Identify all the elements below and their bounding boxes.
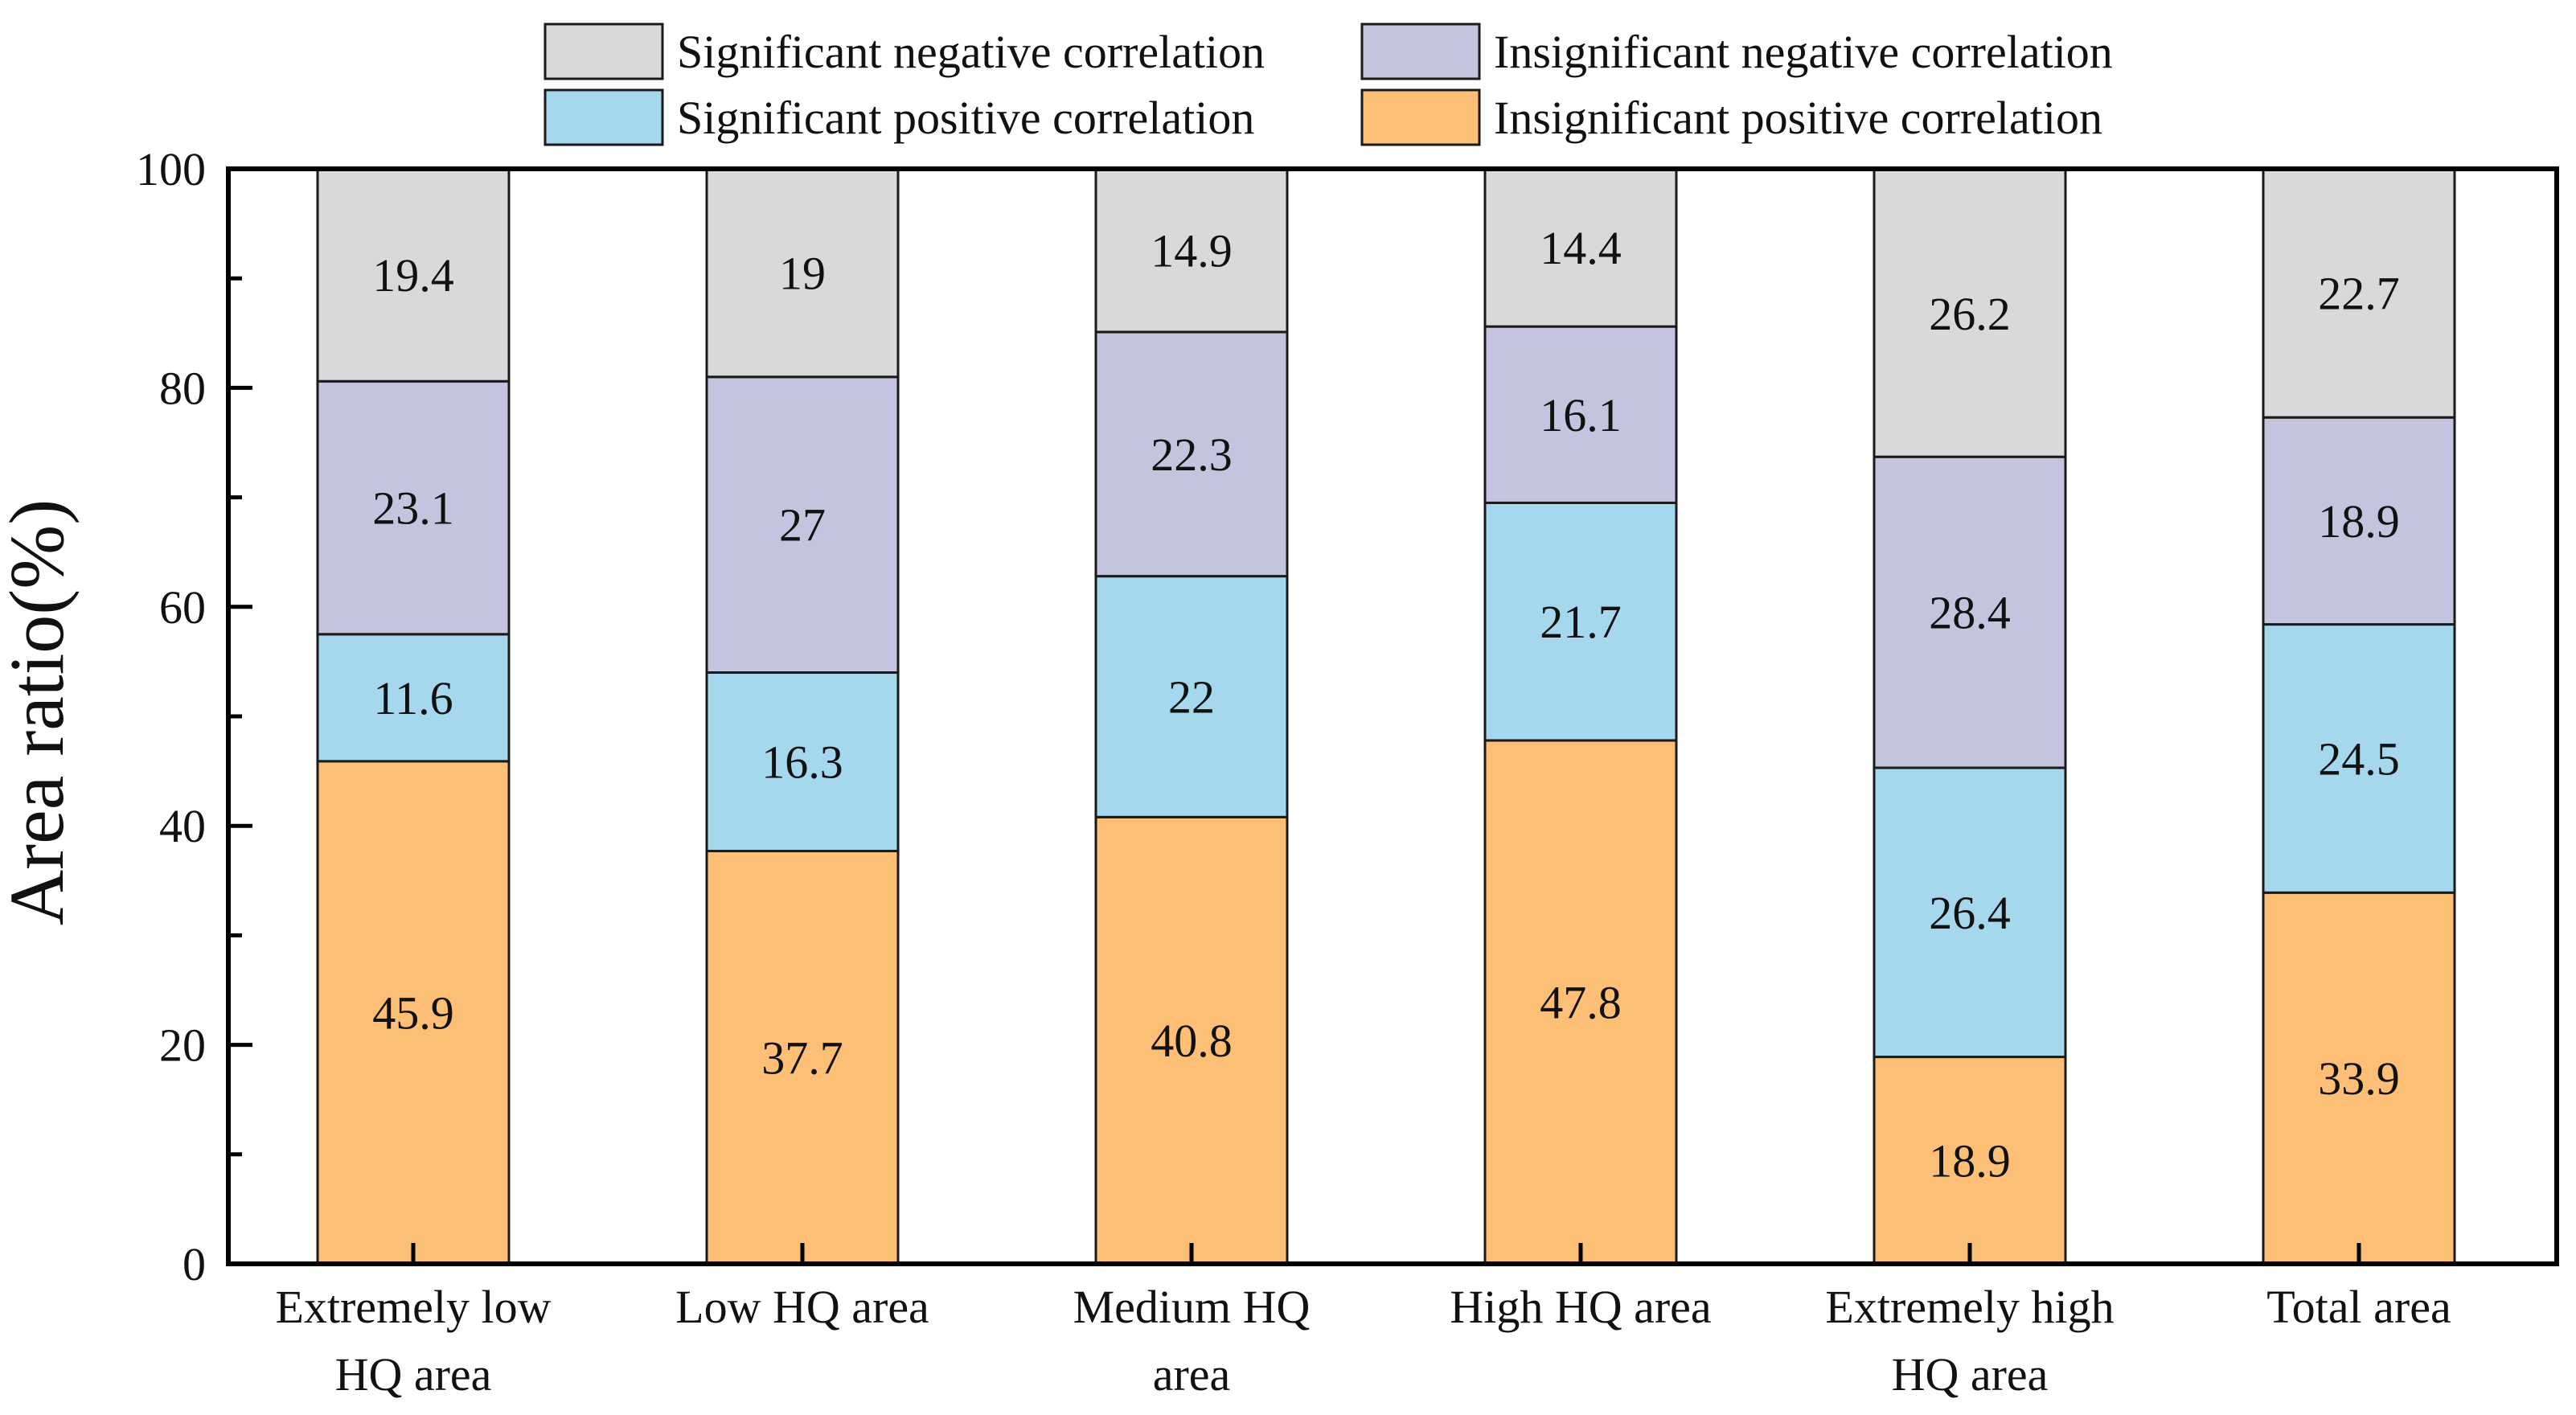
bars: 45.9 11.6 23.1 19.4 37.7 16.3 27 19 40.8 22 22.3 14… [316, 167, 2456, 1265]
bar-segment [1873, 766, 2067, 1059]
data-label: 22.3 [1151, 429, 1233, 481]
data-label: 23.1 [372, 482, 454, 535]
x-tick-label: HQ area [1892, 1348, 2049, 1401]
legend-label: Insignificant positive correlation [1494, 92, 2102, 144]
data-label: 27 [779, 499, 826, 552]
legend-label: Significant positive correlation [677, 92, 1254, 144]
bar-segment [316, 167, 511, 383]
data-label: 16.1 [1540, 389, 1622, 441]
legend-swatch [544, 23, 664, 80]
bar-segment [316, 760, 511, 1265]
data-label: 22.7 [2318, 268, 2400, 320]
bar-segment [705, 671, 900, 853]
legend-swatch [1360, 23, 1481, 80]
legend-item: Insignificant positive correlation [1360, 88, 2102, 146]
y-tick-label: 100 [136, 143, 206, 195]
bar-segment [1873, 1056, 2067, 1265]
bar-segment [1483, 167, 1678, 328]
plot-frame [226, 166, 2559, 1266]
bar-segment [1483, 325, 1678, 504]
y-tick-label: 20 [159, 1019, 206, 1072]
y-tick-label: 80 [159, 362, 206, 414]
bar-segment [1094, 330, 1289, 578]
legend-swatch [544, 88, 664, 146]
y-axis-title: Area ratio(%) [0, 499, 80, 925]
bar-segment [1094, 167, 1289, 334]
x-tick-label: Medium HQ [1073, 1281, 1311, 1333]
data-label: 14.9 [1151, 224, 1233, 277]
legend-item: Significant positive correlation [544, 88, 1254, 146]
x-tick-label: Extremely low [275, 1281, 551, 1333]
x-tick-label: area [1153, 1348, 1231, 1401]
bar-segment [705, 850, 900, 1265]
data-label: 37.7 [761, 1032, 843, 1084]
data-label: 28.4 [1929, 587, 2011, 639]
data-label: 19 [779, 247, 826, 299]
bar-segment [705, 167, 900, 379]
bar-segment [1094, 575, 1289, 818]
bar-segment [705, 375, 900, 675]
x-tick-label: HQ area [335, 1348, 492, 1401]
legend-item: Significant negative correlation [544, 23, 1265, 80]
y-tick-label: 0 [183, 1238, 206, 1290]
legend-label: Significant negative correlation [677, 26, 1265, 78]
x-tick-label: Extremely high [1825, 1281, 2114, 1333]
legend-swatch [1360, 88, 1481, 146]
legend-item: Insignificant negative correlation [1360, 23, 2113, 80]
data-label: 47.8 [1540, 976, 1622, 1028]
axes: 0 20 40 60 80 100 Extremely low HQ area Low HQ a… [136, 143, 2559, 1401]
x-tick-label: Low HQ area [675, 1281, 929, 1333]
data-label: 16.3 [761, 736, 843, 789]
y-tick-label: 60 [159, 581, 206, 634]
data-label: 45.9 [372, 986, 454, 1039]
bar-segment [1483, 739, 1678, 1265]
legend: Significant negative correlation Insignif… [544, 23, 2113, 146]
bar-segment [2262, 416, 2456, 626]
bar-segment [2262, 167, 2456, 419]
data-label: 24.5 [2318, 732, 2400, 785]
data-label: 14.4 [1540, 222, 1622, 274]
data-label: 21.7 [1540, 596, 1622, 648]
data-label: 11.6 [373, 672, 453, 724]
x-tick-label: Total area [2266, 1281, 2451, 1333]
x-tick-label: High HQ area [1450, 1281, 1711, 1333]
data-label: 33.9 [2318, 1052, 2400, 1105]
data-label: 26.4 [1929, 887, 2011, 939]
y-tick-label: 40 [159, 800, 206, 852]
bar-segment [1873, 455, 2067, 769]
data-label: 26.2 [1929, 288, 2011, 340]
legend-label: Insignificant negative correlation [1494, 26, 2113, 78]
bar-segment [316, 633, 511, 763]
bar-segment [1873, 168, 2067, 458]
data-label: 19.4 [372, 249, 454, 301]
bar-segment [2262, 891, 2456, 1265]
data-label: 18.9 [2318, 495, 2400, 548]
data-label: 40.8 [1151, 1015, 1233, 1067]
data-label: 22 [1168, 671, 1215, 723]
data-label: 18.9 [1929, 1134, 2011, 1187]
